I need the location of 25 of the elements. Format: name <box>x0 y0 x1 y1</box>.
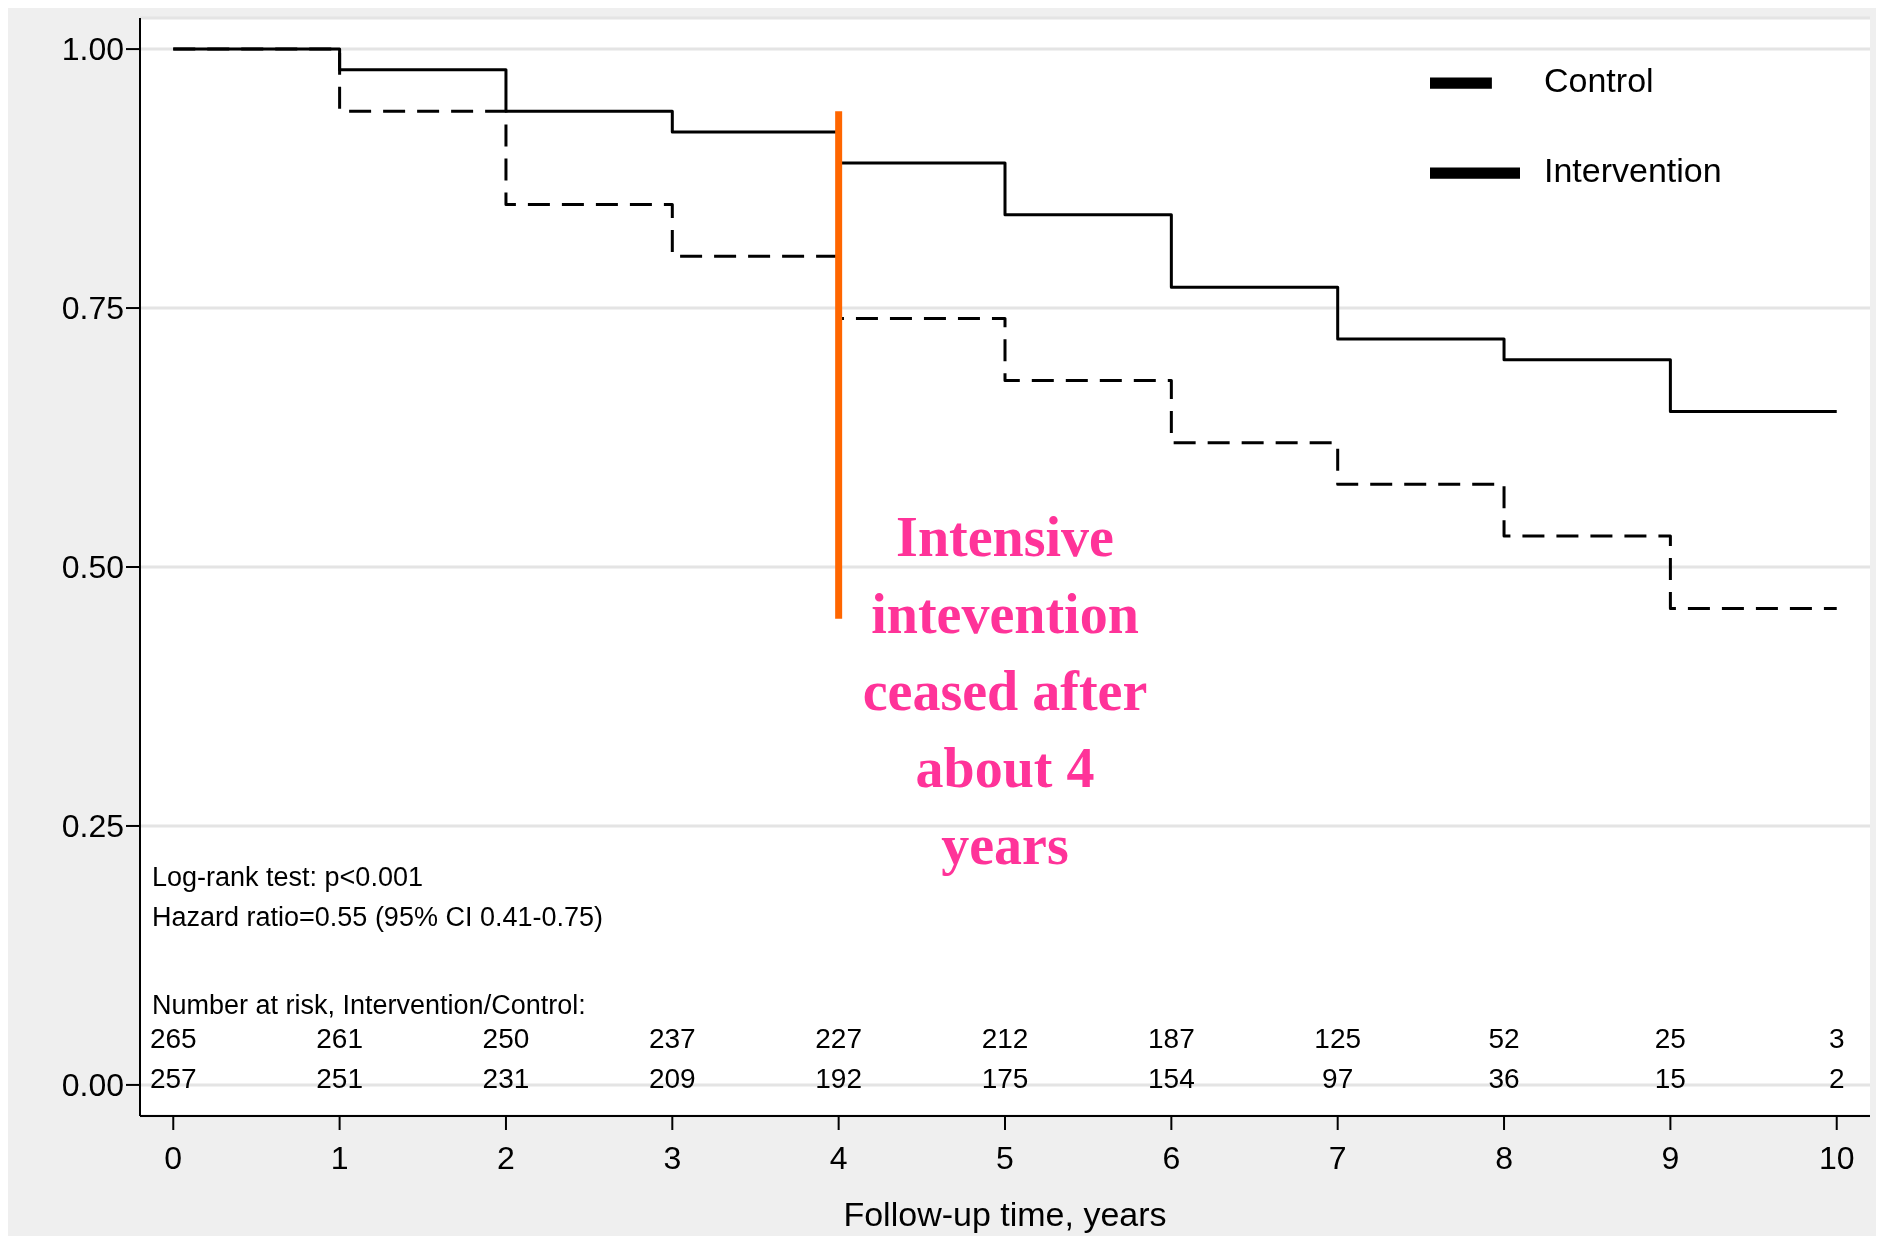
y-tick-label: 0.50 <box>61 549 124 586</box>
annotation: Intensive intevention ceased after about 4 years <box>861 504 1149 878</box>
y-tick-label: 1.00 <box>61 31 124 68</box>
x-tick-label: 4 <box>829 1139 848 1176</box>
x-tick-label: 10 <box>1818 1139 1855 1176</box>
legend-label: Control <box>1544 60 1654 99</box>
x-tick-label: 5 <box>996 1139 1014 1176</box>
text: 265 261 250 237 227 212 187 125 52 25 3 <box>149 1023 1845 1055</box>
x-tick-label: 9 <box>1661 1139 1680 1176</box>
x-tick-label: 3 <box>663 1139 682 1176</box>
x-tick-label: 1 <box>330 1139 349 1176</box>
y-tick-label: 0.00 <box>61 1067 124 1104</box>
annotation: Hazard ratio=0.55 (95% CI 0.41-0.75) <box>152 901 603 935</box>
text: 257 251 231 209 192 175 154 97 36 15 2 <box>149 1062 1845 1094</box>
x-tick-label: 8 <box>1495 1139 1513 1176</box>
x-tick-label: 6 <box>1162 1139 1181 1176</box>
annotation: Log-rank test: p<0.001 <box>152 861 424 895</box>
x-axis-title: Follow-up time, years <box>843 1195 1167 1233</box>
y-tick-label: 0.75 <box>61 290 124 327</box>
x-tick-label: 2 <box>497 1139 515 1176</box>
x-tick-label: 7 <box>1328 1139 1347 1176</box>
annotation: Number at risk, Intervention/Control: <box>152 989 587 1023</box>
legend-label: Intervention <box>1544 150 1722 189</box>
y-tick-label: 0.25 <box>61 808 124 845</box>
x-tick-label: 0 <box>164 1139 183 1176</box>
